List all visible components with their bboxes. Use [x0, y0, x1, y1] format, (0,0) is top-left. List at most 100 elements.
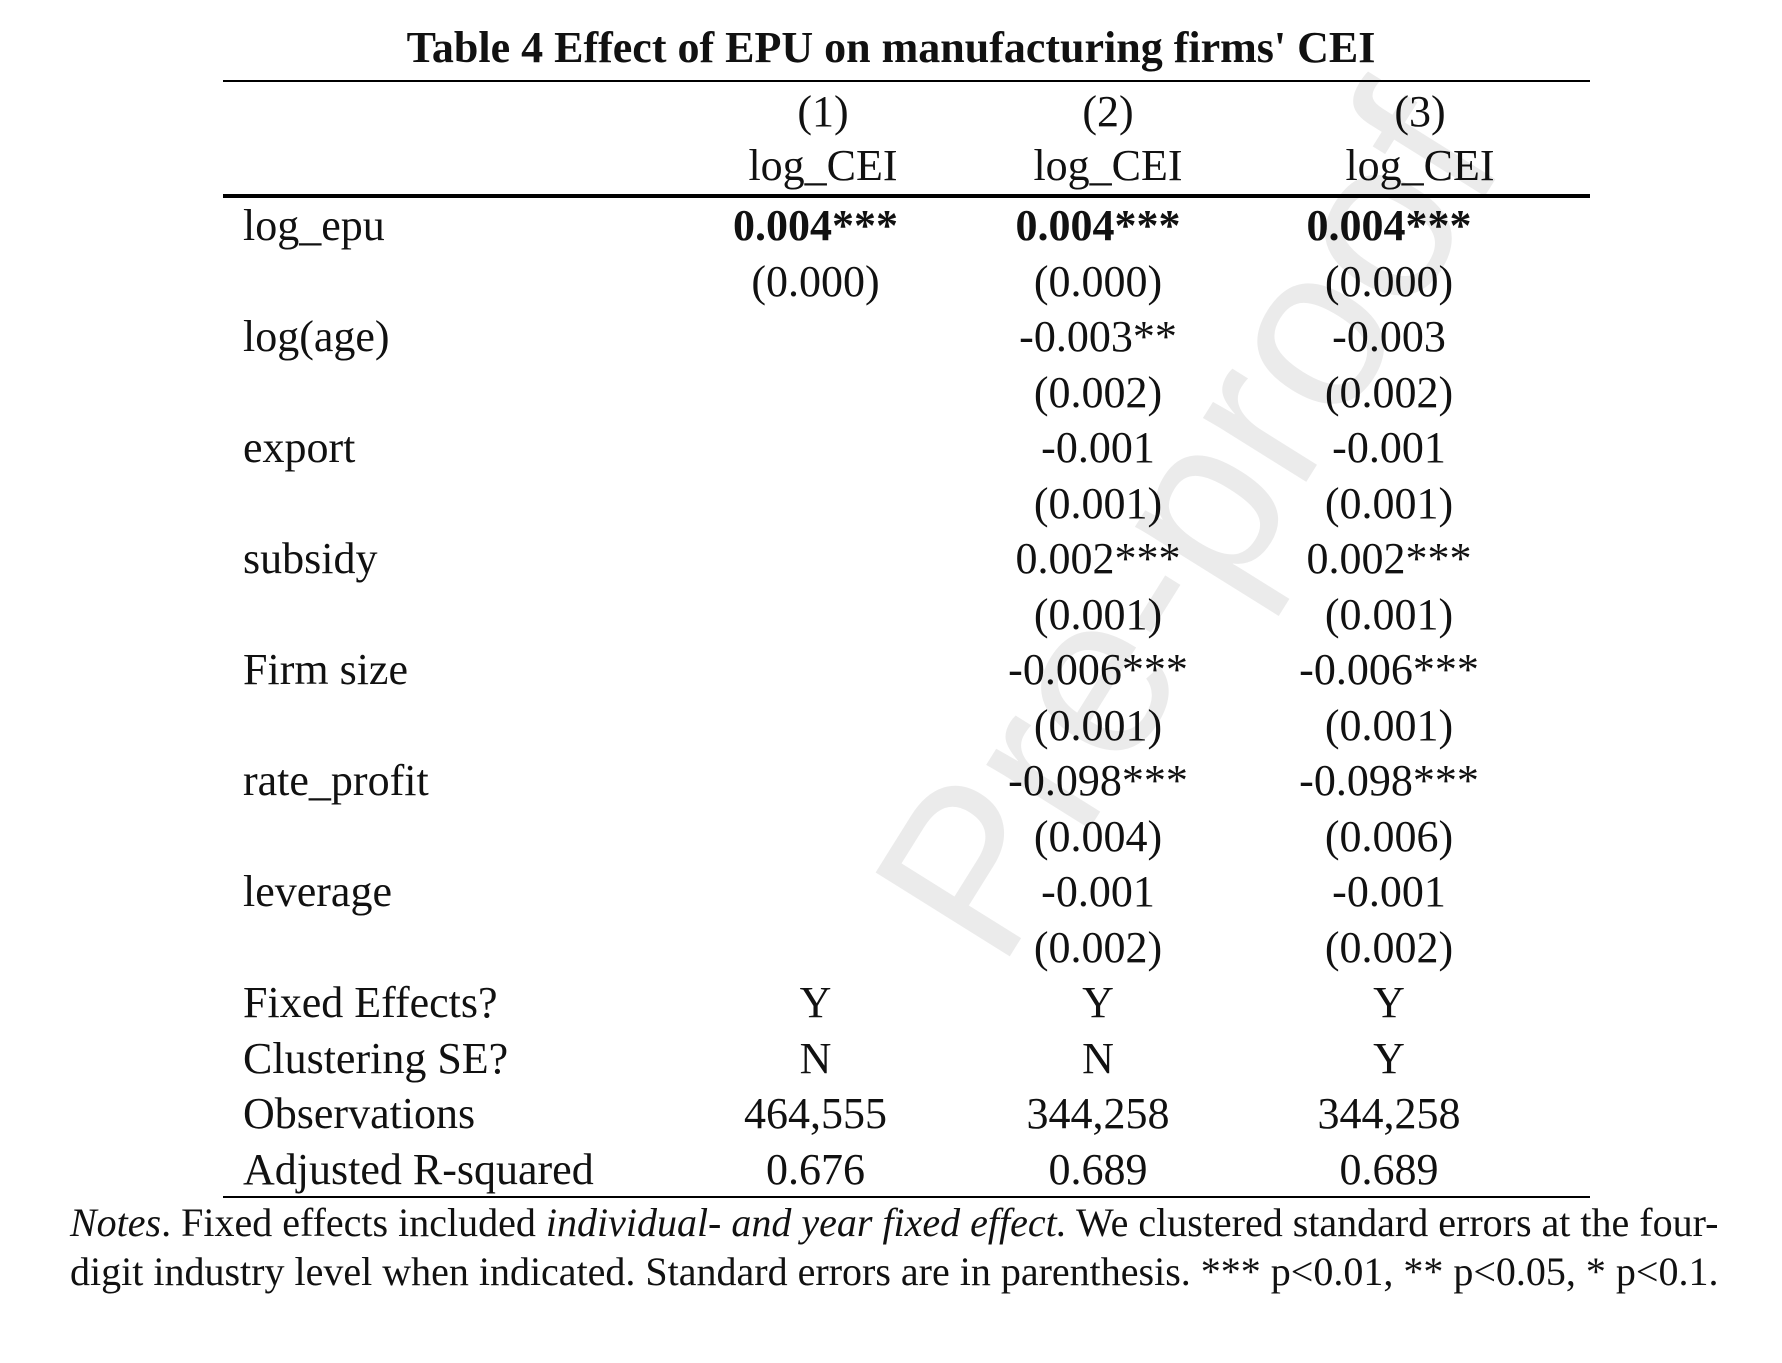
cell: 0.676 [766, 1144, 865, 1194]
row-label: log_epu [243, 201, 385, 250]
cell: -0.001 [1041, 423, 1155, 472]
cell: Y [1373, 978, 1405, 1027]
row-label [223, 476, 683, 532]
cell: 0.002*** [1306, 534, 1472, 583]
cell: (0.002) [1324, 367, 1454, 417]
column-1-depvar: log_CEI [748, 141, 898, 190]
cell: (0.001) [1324, 700, 1454, 750]
row-label: subsidy [243, 534, 378, 583]
cell [683, 476, 948, 532]
table-row: (0.002) (0.002) [223, 920, 1590, 976]
row-label: Fixed Effects? [243, 978, 498, 1027]
table-row: Fixed Effects? Y Y Y [223, 975, 1590, 1031]
table-title: Table 4 Effect of EPU on manufacturing f… [406, 23, 1376, 72]
cell: -0.098*** [1299, 756, 1479, 805]
row-label: Observations [243, 1089, 476, 1138]
table-row: export -0.001 -0.001 [223, 420, 1590, 476]
row-label: Adjusted R-squared [243, 1144, 594, 1194]
row-label: Firm size [243, 645, 408, 694]
cell: -0.006*** [1008, 645, 1188, 694]
cell [683, 365, 948, 421]
table-row: log_epu 0.004*** 0.004*** 0.004*** [223, 198, 1590, 254]
cell: -0.001 [1332, 867, 1446, 916]
cell: (0.000) [751, 256, 880, 306]
cell: 0.689 [1339, 1144, 1439, 1194]
row-label [223, 254, 683, 310]
cell: Y [1373, 1033, 1405, 1083]
cell: Y [799, 978, 832, 1027]
notes-italic: individual- and year fixed effect. [545, 1200, 1067, 1245]
row-label: leverage [243, 867, 392, 916]
cell: (0.000) [1324, 256, 1454, 306]
cell: -0.001 [1332, 423, 1446, 472]
table-row: (0.001) (0.001) [223, 476, 1590, 532]
top-rule [223, 80, 1590, 82]
regression-table: log_epu 0.004*** 0.004*** 0.004*** (0.00… [223, 198, 1590, 1197]
table-row: (0.000) (0.000) (0.000) [223, 254, 1590, 310]
cell: -0.003 [1332, 312, 1446, 361]
row-label [223, 809, 683, 865]
table-row: Adjusted R-squared 0.676 0.689 0.689 [223, 1142, 1590, 1198]
column-3-number: (3) [1394, 87, 1446, 136]
table-row: rate_profit -0.098*** -0.098*** [223, 753, 1590, 809]
table-row: (0.001) (0.001) [223, 587, 1590, 643]
notes-text-2: We clustered standard errors at the four… [70, 1200, 1719, 1294]
table-row: (0.004) (0.006) [223, 809, 1590, 865]
cell: 0.002*** [1015, 534, 1181, 583]
cell: (0.002) [1033, 922, 1163, 972]
cell [683, 420, 948, 476]
cell: 0.004*** [1306, 201, 1472, 250]
cell: 0.689 [1048, 1144, 1148, 1194]
cell: -0.001 [1041, 867, 1155, 916]
cell: 0.004*** [1015, 201, 1181, 250]
cell [683, 864, 948, 920]
cell [683, 920, 948, 976]
row-label [223, 587, 683, 643]
cell: N [799, 1033, 832, 1083]
column-2-number: (2) [1082, 87, 1134, 136]
cell: (0.002) [1324, 922, 1454, 972]
cell: (0.001) [1033, 589, 1163, 639]
row-label: log(age) [243, 312, 390, 361]
table-row: Observations 464,555 344,258 344,258 [223, 1086, 1590, 1142]
cell [683, 753, 948, 809]
table-row: (0.001) (0.001) [223, 698, 1590, 754]
cell [683, 309, 948, 365]
cell: Y [1082, 978, 1114, 1027]
row-label [223, 920, 683, 976]
table-row: log(age) -0.003** -0.003 [223, 309, 1590, 365]
cell: (0.000) [1033, 256, 1163, 306]
cell: (0.001) [1324, 478, 1454, 528]
cell: 344,258 [1317, 1089, 1461, 1138]
table-row: Clustering SE? N N Y [223, 1031, 1590, 1087]
cell: -0.003** [1019, 312, 1177, 361]
header-rule [223, 194, 1590, 198]
cell: (0.004) [1033, 811, 1163, 861]
column-3-depvar: log_CEI [1345, 141, 1495, 190]
table-row: (0.002) (0.002) [223, 365, 1590, 421]
row-label [223, 698, 683, 754]
cell: 344,258 [1026, 1089, 1170, 1138]
cell: (0.001) [1324, 589, 1454, 639]
cell: 464,555 [744, 1089, 887, 1138]
column-1-number: (1) [797, 87, 849, 136]
notes-text-1: . Fixed effects included [161, 1200, 546, 1245]
table-notes: Notes. Fixed effects included individual… [70, 1198, 1770, 1296]
cell: (0.001) [1033, 700, 1163, 750]
cell: (0.002) [1033, 367, 1163, 417]
row-label [223, 365, 683, 421]
table-row: Firm size -0.006*** -0.006*** [223, 642, 1590, 698]
cell [683, 531, 948, 587]
cell: N [1082, 1033, 1114, 1083]
cell [683, 587, 948, 643]
table-row: leverage -0.001 -0.001 [223, 864, 1590, 920]
row-label: export [243, 423, 356, 472]
row-label: Clustering SE? [243, 1033, 509, 1083]
notes-lead: Notes [70, 1200, 162, 1245]
bottom-rule [223, 1196, 1590, 1198]
table-row: subsidy 0.002*** 0.002*** [223, 531, 1590, 587]
cell: 0.004*** [733, 201, 898, 250]
cell: (0.006) [1324, 811, 1454, 861]
column-2-depvar: log_CEI [1033, 141, 1183, 190]
cell: -0.006*** [1299, 645, 1479, 694]
